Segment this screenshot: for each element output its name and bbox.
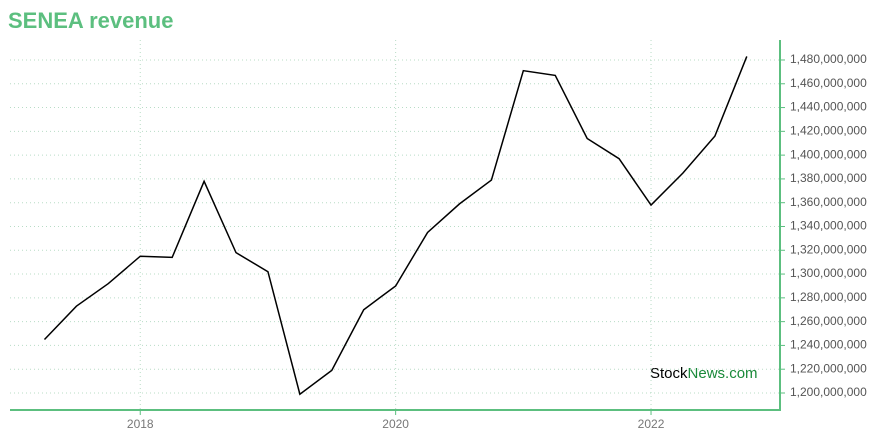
y-tick-label: 1,440,000,000	[790, 100, 867, 114]
y-tick-label: 1,240,000,000	[790, 338, 867, 352]
y-tick-label: 1,200,000,000	[790, 385, 867, 399]
y-tick-label: 1,340,000,000	[790, 219, 867, 233]
chart-title: SENEA revenue	[8, 8, 173, 33]
y-tick-label: 1,320,000,000	[790, 242, 867, 256]
y-tick-label: 1,280,000,000	[790, 290, 867, 304]
y-tick-label: 1,380,000,000	[790, 171, 867, 185]
x-tick-label: 2018	[127, 417, 154, 431]
y-tick-label: 1,360,000,000	[790, 195, 867, 209]
line	[43, 56, 748, 396]
watermark-second: News.com	[688, 365, 758, 382]
y-tick-label: 1,220,000,000	[790, 361, 867, 375]
watermark-first: Stock	[650, 365, 688, 382]
y-tick-label: 1,460,000,000	[790, 76, 867, 90]
x-tick-label: 2022	[638, 417, 665, 431]
y-tick-label: 1,300,000,000	[790, 266, 867, 280]
y-tick-label: 1,260,000,000	[790, 314, 867, 328]
y-tick-label: 1,480,000,000	[790, 52, 867, 66]
y-tick-label: 1,400,000,000	[790, 147, 867, 161]
y-tick-label: 1,420,000,000	[790, 124, 867, 138]
x-tick-label: 2020	[382, 417, 409, 431]
watermark: StockNews.com	[650, 365, 758, 382]
